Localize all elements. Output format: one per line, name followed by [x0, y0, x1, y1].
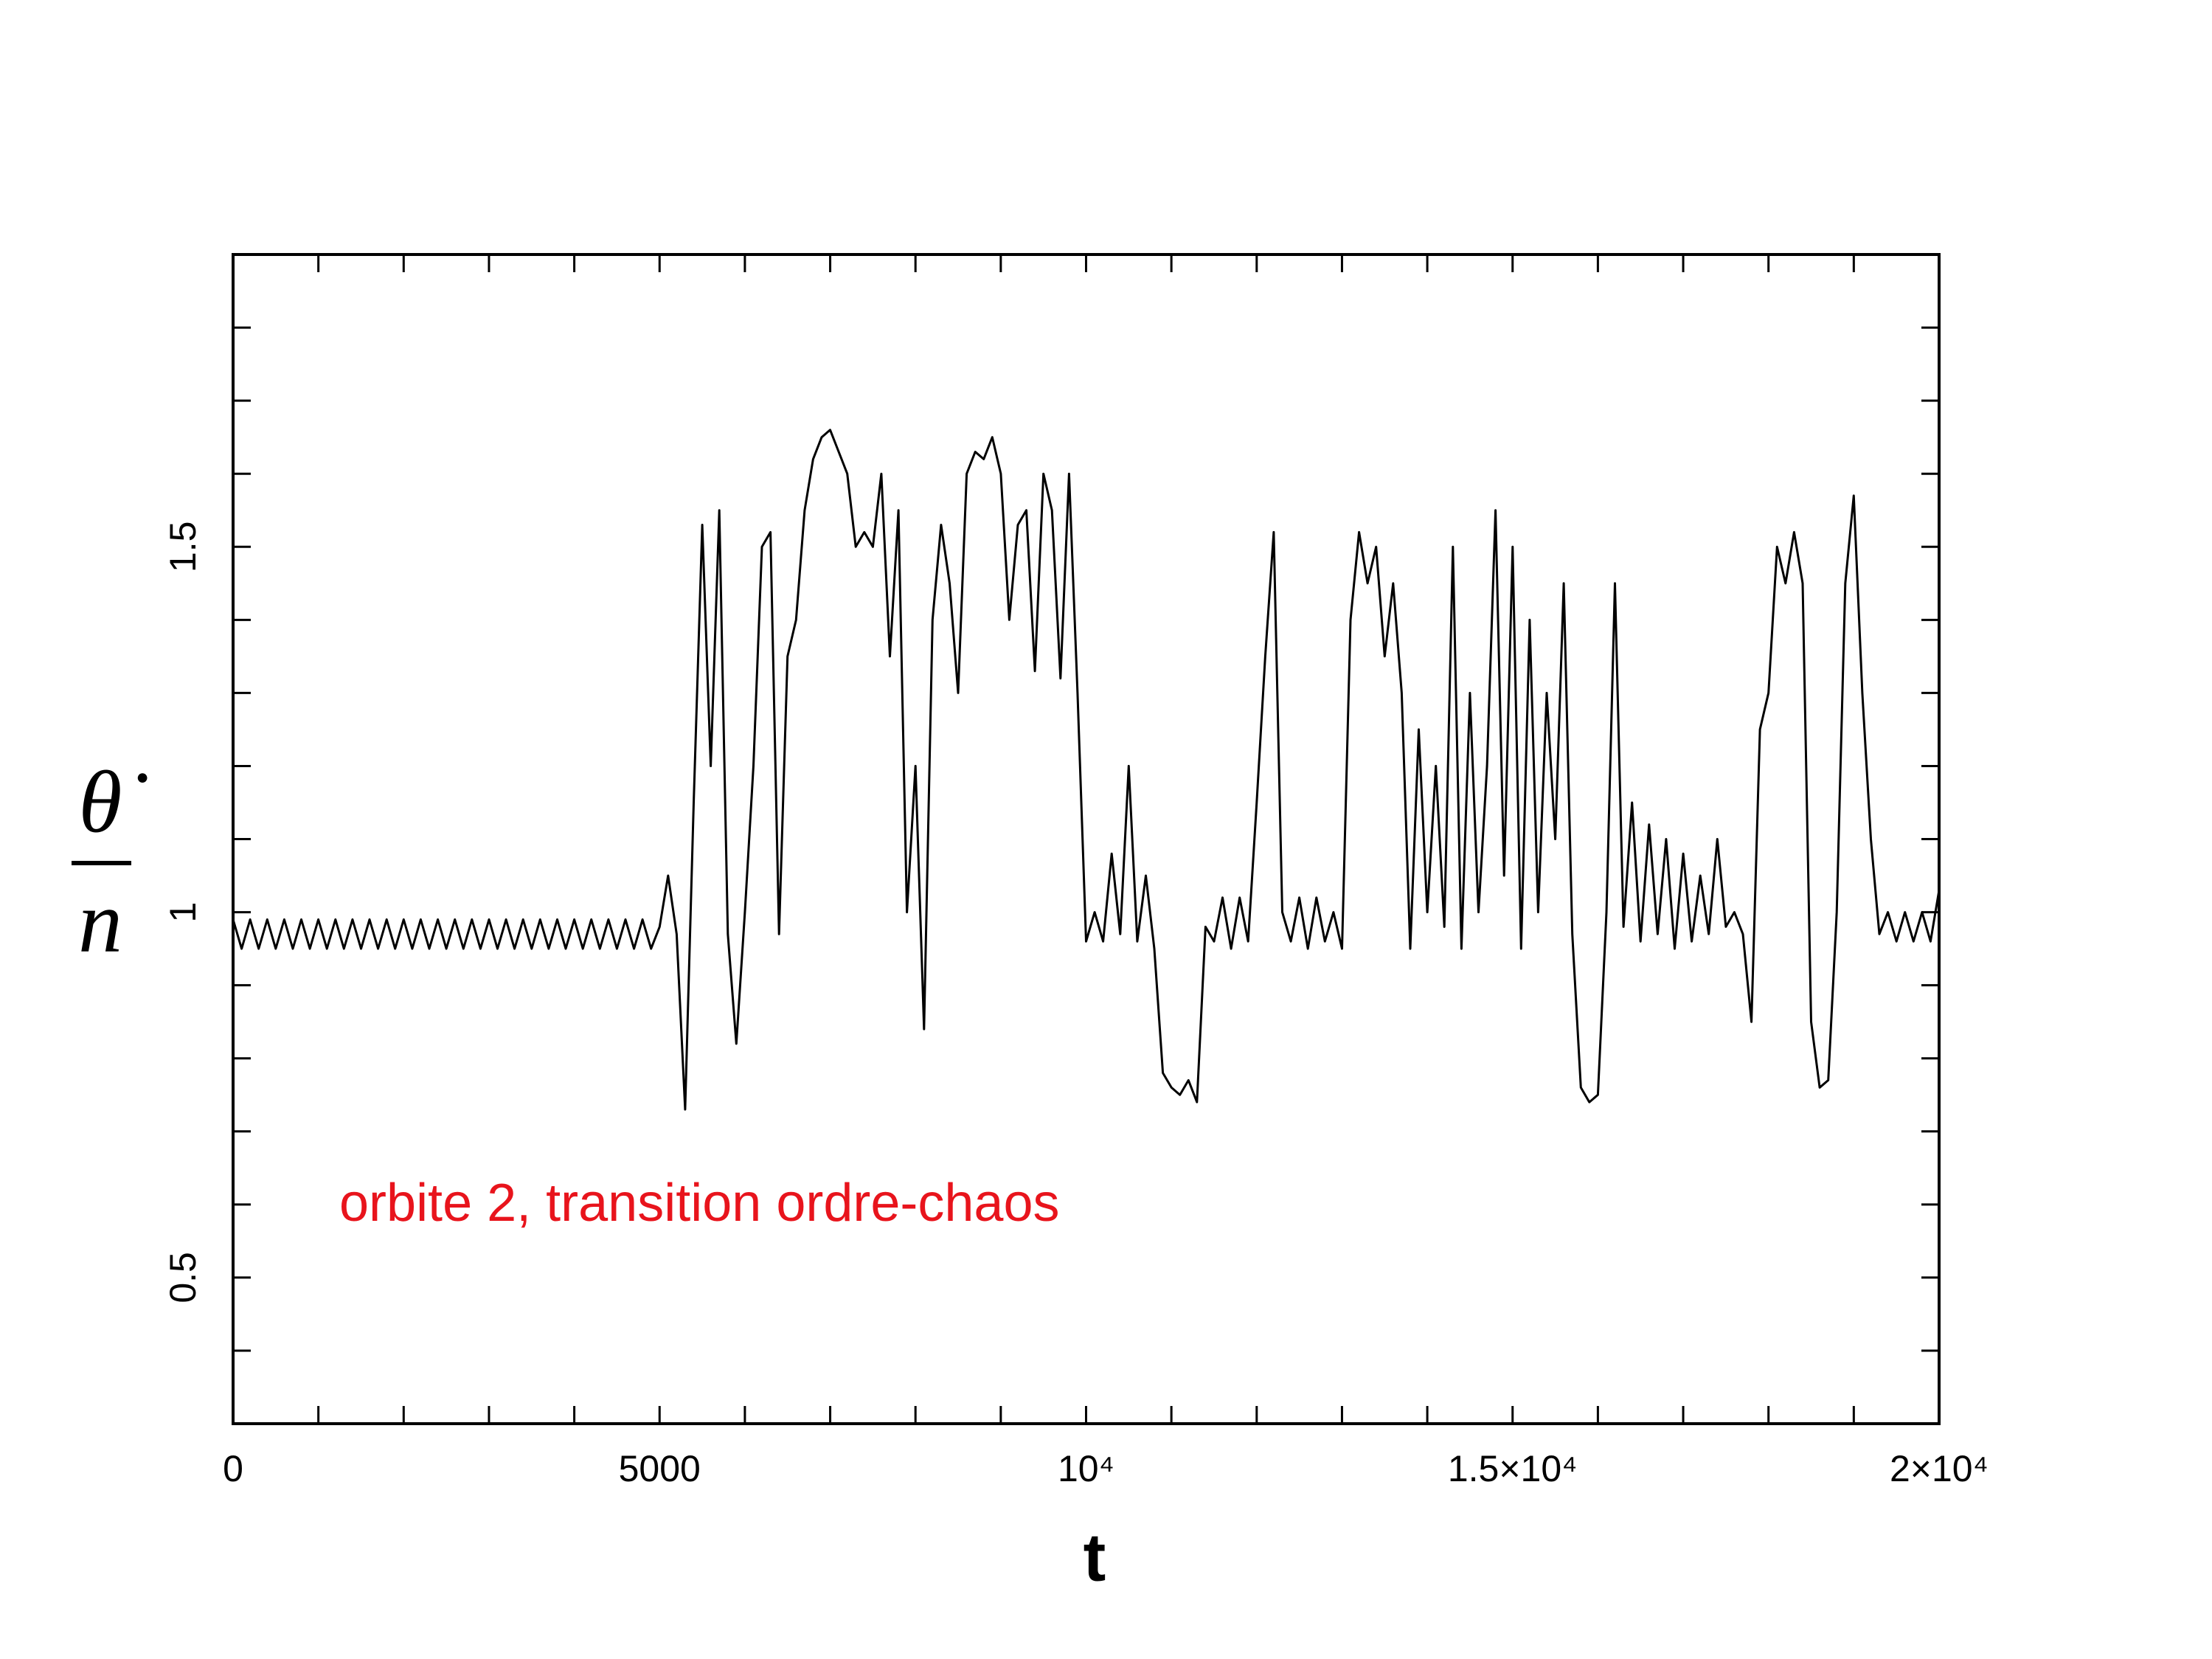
plot-frame: [232, 253, 1941, 1425]
x-axis-label: t: [1084, 1520, 1106, 1595]
data-line: [232, 429, 1941, 1111]
annotation: orbite 2, transition ordre-chaos: [339, 1174, 1060, 1233]
y-tick-label: 1: [162, 902, 204, 923]
x-tick-label: 0: [223, 1448, 243, 1489]
y-tick-label: 1.5: [162, 521, 204, 572]
y-tick-label: 0.5: [162, 1252, 204, 1303]
y-axis-label-numerator: θ̇: [79, 753, 148, 851]
x-tick-label: 10⁴: [1058, 1448, 1114, 1489]
x-tick-label: 2×10⁴: [1890, 1448, 1989, 1489]
x-tick-label: 1.5×10⁴: [1448, 1448, 1578, 1489]
x-tick-label: 5000: [619, 1448, 701, 1489]
y-axis-label-denominator: n: [78, 873, 122, 971]
